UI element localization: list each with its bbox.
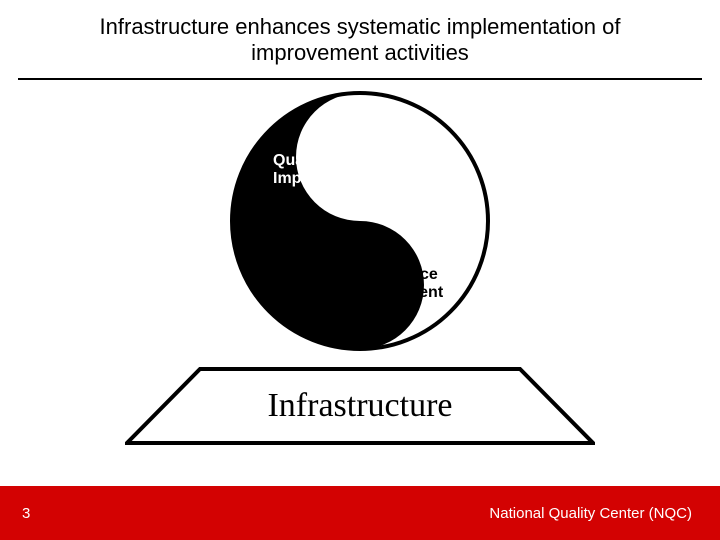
footer-org: National Quality Center (NQC) <box>489 505 692 522</box>
label-qi-line1: Quality <box>273 152 373 170</box>
pedestal-label: Infrastructure <box>125 387 595 425</box>
label-pm-line1: Performance <box>340 266 443 284</box>
diagram-area: Quality Improvement Performance Measurem… <box>0 80 720 445</box>
slide-title: Infrastructure enhances systematic imple… <box>0 0 720 76</box>
footer-bar: 3 National Quality Center (NQC) <box>0 486 720 540</box>
label-quality-improvement: Quality Improvement <box>273 152 373 189</box>
label-qi-line2: Improvement <box>273 170 373 188</box>
page-number: 3 <box>22 505 30 522</box>
label-performance-measurement: Performance Measurement <box>340 266 443 303</box>
pedestal: Infrastructure <box>125 367 595 445</box>
label-pm-line2: Measurement <box>340 284 443 302</box>
yinyang-diagram <box>225 86 495 356</box>
